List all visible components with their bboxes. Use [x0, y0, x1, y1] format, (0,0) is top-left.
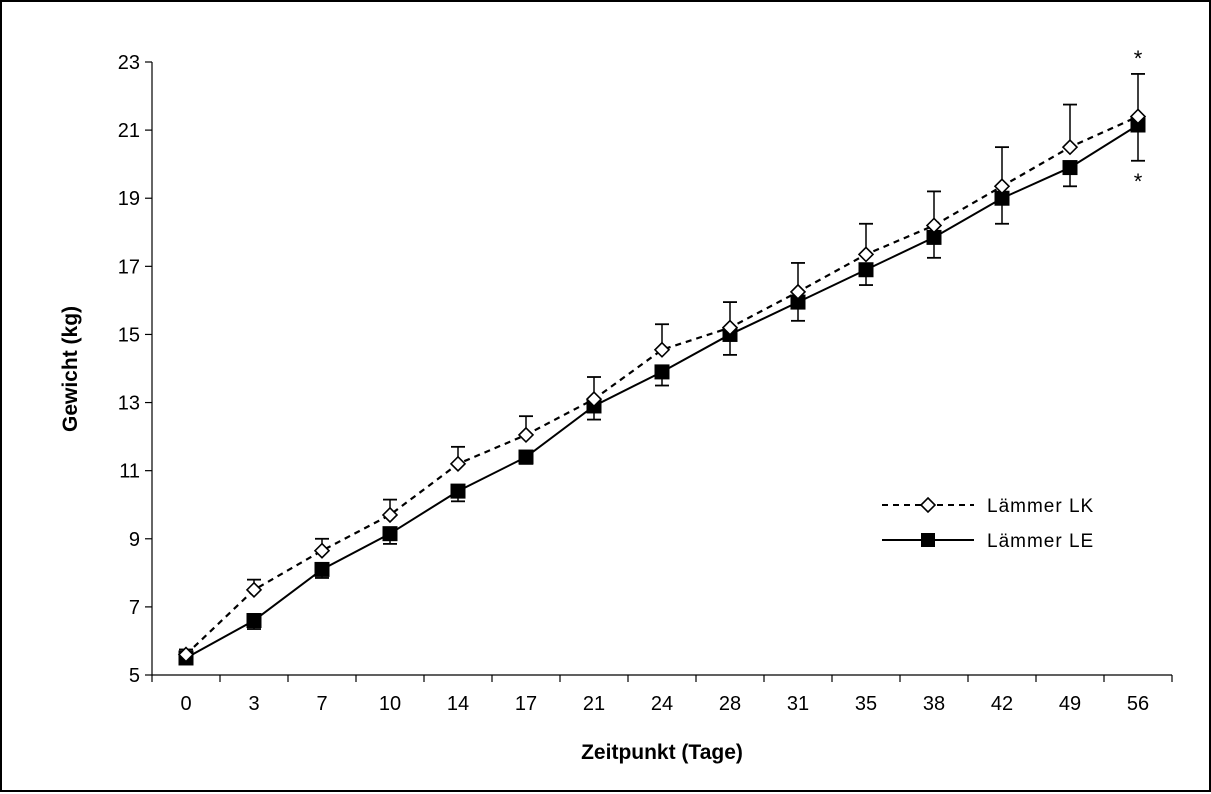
- data-point-lk: [517, 426, 535, 444]
- data-point-lk: [721, 319, 739, 336]
- x-tick-label: 49: [1059, 693, 1081, 715]
- data-point-lk: [1061, 139, 1079, 156]
- data-point-lk: [789, 283, 807, 301]
- y-axis-ticks: 5 7 9 11 13 15 17 19 21 23: [118, 52, 152, 687]
- x-tick-label: 17: [515, 693, 537, 715]
- data-point-le: [314, 561, 330, 577]
- x-tick-label: 42: [991, 693, 1013, 715]
- x-axis-ticks: 0 3 7 10 14 17 21 24 28 31 35 38 42 49 56: [151, 675, 1173, 715]
- significance-marker: *: [1134, 169, 1143, 194]
- x-tick-label: 56: [1127, 693, 1149, 715]
- x-tick-label: 14: [447, 693, 469, 715]
- data-point-lk: [857, 246, 875, 263]
- y-tick-label: 7: [129, 597, 140, 619]
- data-point-le: [858, 262, 874, 278]
- series-le: [178, 117, 1146, 666]
- y-tick-label: 9: [129, 529, 140, 551]
- annotations: **: [1134, 46, 1143, 194]
- data-point-lk: [177, 646, 195, 663]
- x-tick-label: 31: [787, 693, 809, 715]
- data-point-le: [1062, 160, 1078, 176]
- data-point-le: [246, 613, 262, 629]
- data-point-lk: [925, 217, 943, 234]
- data-point-lk: [653, 341, 671, 358]
- y-tick-label: 15: [118, 324, 140, 346]
- x-tick-label: 24: [651, 693, 673, 715]
- data-point-lk: [1129, 108, 1147, 125]
- legend-marker: [919, 496, 937, 514]
- data-point-lk: [245, 581, 263, 598]
- x-tick-label: 0: [180, 693, 191, 715]
- data-point-lk: [993, 178, 1011, 195]
- x-tick-label: 28: [719, 693, 741, 715]
- y-tick-label: 5: [129, 665, 140, 687]
- y-tick-label: 21: [118, 120, 140, 142]
- data-point-lk: [313, 542, 331, 559]
- y-tick-label: 13: [118, 393, 140, 415]
- legend-marker: [921, 533, 935, 547]
- y-tick-label: 11: [119, 461, 140, 483]
- legend-label: Lämmer LE: [987, 531, 1094, 552]
- y-tick-label: 23: [118, 52, 140, 74]
- data-point-lk: [585, 391, 603, 408]
- legend-item-le: Lämmer LE: [882, 531, 1094, 552]
- legend-label: Lämmer LK: [987, 496, 1094, 517]
- axes: [151, 62, 1172, 676]
- data-point-le: [382, 526, 398, 542]
- x-tick-label: 38: [923, 693, 945, 715]
- series-lk: [177, 73, 1147, 663]
- x-tick-label: 35: [855, 693, 877, 715]
- x-tick-label: 21: [583, 693, 605, 715]
- data-point-lk: [381, 506, 399, 524]
- series-layer: [177, 73, 1147, 666]
- significance-marker: *: [1134, 46, 1143, 71]
- x-axis-title: Zeitpunkt (Tage): [581, 741, 743, 764]
- y-tick-label: 19: [118, 188, 140, 210]
- x-tick-label: 3: [248, 693, 259, 715]
- y-axis-title: Gewicht (kg): [59, 306, 82, 432]
- data-point-le: [518, 449, 534, 465]
- data-point-lk: [449, 455, 467, 472]
- data-point-le: [654, 364, 670, 380]
- legend: Lämmer LK Lämmer LE: [882, 496, 1094, 552]
- y-tick-label: 17: [118, 256, 140, 278]
- data-point-le: [450, 483, 466, 499]
- legend-item-lk: Lämmer LK: [882, 496, 1094, 517]
- x-tick-label: 10: [379, 693, 401, 715]
- x-tick-label: 7: [316, 693, 327, 715]
